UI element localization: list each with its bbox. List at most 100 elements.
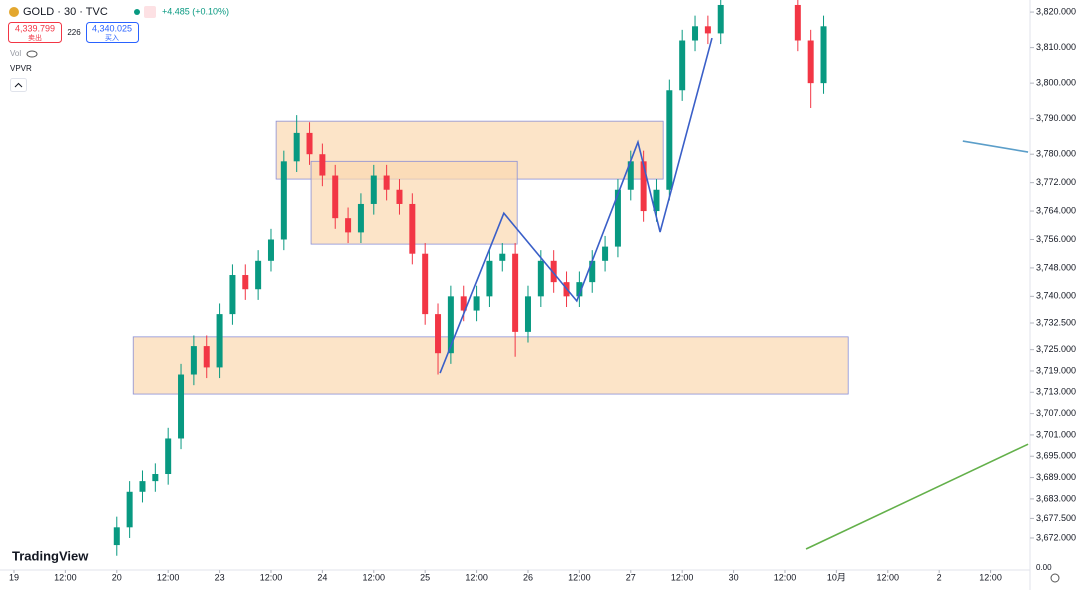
buy-button[interactable]: [86, 22, 139, 43]
x-tick-label: 12:00: [568, 572, 591, 582]
candle-body: [704, 26, 711, 34]
status-dot: [134, 9, 140, 15]
candle-body: [692, 26, 699, 41]
x-tick-label: 25: [420, 572, 430, 582]
sell-button[interactable]: [8, 22, 62, 43]
candle-body: [396, 189, 403, 204]
y-tick-label: 3,800.000: [1036, 78, 1076, 88]
x-tick-label: 12:00: [774, 572, 797, 582]
y-tick-label: 3,732.500: [1036, 317, 1076, 327]
y-tick-label: 3,725.000: [1036, 344, 1076, 354]
candle-body: [345, 218, 352, 233]
y-tick-label: 3,780.000: [1036, 149, 1076, 159]
x-tick-label: 23: [215, 572, 225, 582]
candle-body: [152, 474, 159, 482]
x-tick-label: 10月: [827, 572, 846, 582]
candle-body: [473, 296, 480, 311]
y-tick-label: 3,701.000: [1036, 429, 1076, 439]
candle-body: [537, 260, 544, 297]
candle-body: [576, 282, 583, 297]
y-tick-label: 3,810.000: [1036, 42, 1076, 52]
candle-body: [653, 189, 660, 212]
volume-indicator[interactable]: Vol: [10, 49, 21, 58]
symbol-icon: [9, 7, 19, 17]
trend-line: [962, 140, 1029, 153]
x-tick-label: 24: [317, 572, 327, 582]
change: +4.485 (+0.10%): [162, 6, 229, 16]
candle-body: [435, 314, 442, 354]
chevron: [14, 82, 23, 88]
candle-body: [794, 4, 801, 41]
candle-body: [216, 314, 223, 368]
candle-body: [267, 239, 274, 261]
symbol[interactable]: GOLD · 30 · TVC: [23, 6, 108, 18]
candle-body: [820, 26, 827, 84]
candle-body: [640, 161, 647, 212]
y-tick-label: 3,713.000: [1036, 387, 1076, 397]
axes: 3,820.000 3,810.000 3,800.000 3,790.000 3,78…: [9, 6, 1076, 582]
x-tick-label: 2: [937, 572, 942, 582]
collapse-button[interactable]: [10, 78, 27, 92]
y-tick-label: 3,672.000: [1036, 532, 1076, 542]
x-tick-label: 30: [729, 572, 739, 582]
candle-body: [614, 189, 621, 247]
trend-line: [805, 443, 1029, 550]
candle-body: [126, 491, 133, 528]
candle-body: [499, 253, 506, 261]
x-tick-label: 27: [626, 572, 636, 582]
candle-body: [447, 296, 454, 354]
y-tick-label: 3,740.000: [1036, 291, 1076, 301]
x-tick-label: 20: [112, 572, 122, 582]
vpvr-indicator[interactable]: VPVR: [10, 64, 32, 73]
y-tick-label: 3,719.000: [1036, 365, 1076, 375]
candle-body: [524, 296, 531, 332]
x-tick-label: 12:00: [54, 572, 77, 582]
y-tick-label: 3,772.000: [1036, 177, 1076, 187]
y-tick-label: 3,707.000: [1036, 408, 1076, 418]
candle-body: [319, 154, 326, 176]
candle-body: [203, 346, 210, 368]
settings-button[interactable]: [1050, 573, 1060, 583]
logo: TradingView: [12, 548, 89, 563]
candle-body: [460, 296, 467, 311]
x-tick-label: 12:00: [157, 572, 180, 582]
buy-price: 4,340.025: [92, 23, 132, 33]
candle-body: [178, 374, 185, 439]
candle-body: [113, 527, 120, 546]
candle-body: [383, 175, 390, 190]
candle-body: [229, 275, 236, 315]
sell-price: 4,339.799: [15, 23, 55, 33]
y-tick-label: 3,695.000: [1036, 451, 1076, 461]
candle-body: [627, 161, 634, 190]
candle-body: [255, 260, 262, 290]
x-tick-label: 12:00: [260, 572, 283, 582]
y-tick-label: 3,756.000: [1036, 234, 1076, 244]
x-tick-label: 19: [9, 572, 19, 582]
candle-body: [550, 260, 557, 283]
candle-body: [139, 481, 146, 492]
volume-axis-label: 0.00: [1036, 563, 1052, 572]
candle-body: [370, 175, 377, 204]
candle-body: [717, 4, 724, 34]
candle-body: [293, 132, 300, 162]
y-tick-label: 3,689.000: [1036, 472, 1076, 482]
candle-body: [807, 40, 814, 84]
candle-body: [165, 438, 172, 475]
candle-body: [486, 260, 493, 297]
candle-body: [357, 203, 364, 233]
candle-body: [242, 275, 249, 290]
candle-body: [409, 203, 416, 254]
candle-body: [602, 246, 609, 261]
candle-body: [679, 40, 686, 91]
candle-body: [280, 161, 287, 240]
candle-body: [512, 253, 519, 332]
candle-body: [306, 132, 313, 155]
y-tick-label: 3,748.000: [1036, 262, 1076, 272]
buy-label: 买入: [105, 34, 119, 42]
plot-area: [113, 0, 1029, 556]
eye-icon[interactable]: [26, 50, 38, 58]
candle-body: [190, 346, 197, 375]
candle-body: [666, 90, 673, 190]
